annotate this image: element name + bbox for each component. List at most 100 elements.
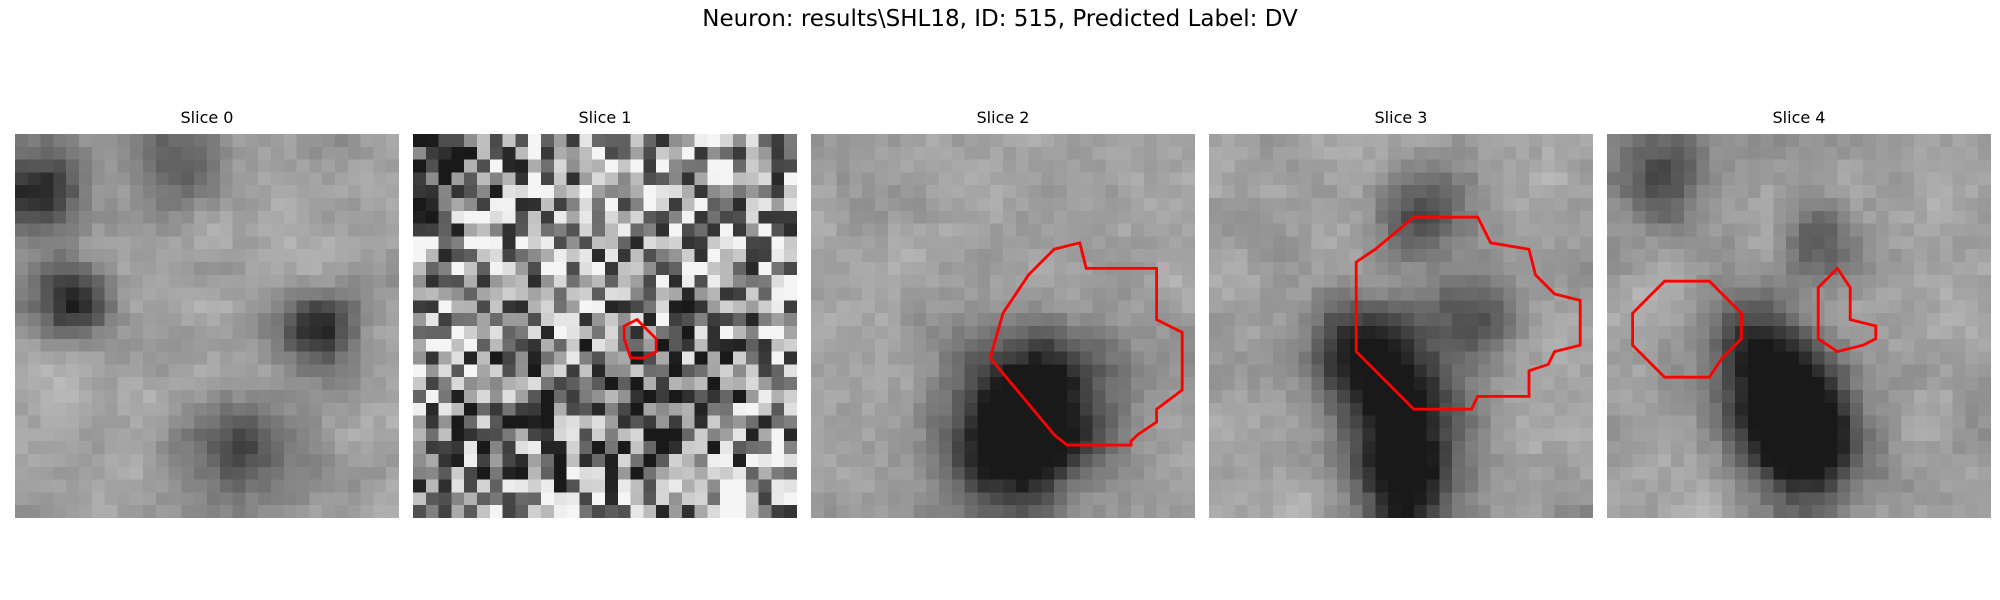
pixel xyxy=(1362,428,1376,442)
pixel xyxy=(1580,466,1593,480)
pixel xyxy=(784,300,797,314)
pixel xyxy=(296,415,310,429)
pixel xyxy=(1516,505,1530,518)
pixel xyxy=(1850,441,1864,455)
pixel xyxy=(219,466,233,480)
pixel xyxy=(1362,466,1376,480)
pixel xyxy=(1105,185,1119,199)
pixel xyxy=(1607,262,1621,276)
pixel xyxy=(939,223,953,237)
pixel xyxy=(849,300,863,314)
pixel xyxy=(605,402,619,416)
pixel xyxy=(823,479,837,493)
pixel xyxy=(1209,351,1223,365)
pixel xyxy=(875,479,889,493)
pixel xyxy=(296,262,310,276)
pixel xyxy=(1735,415,1749,429)
pixel xyxy=(1722,274,1736,288)
pixel xyxy=(1143,377,1157,391)
pixel xyxy=(1978,351,1991,365)
pixel xyxy=(1362,198,1376,212)
pixel xyxy=(1939,236,1953,250)
pixel xyxy=(1092,415,1106,429)
pixel xyxy=(707,338,721,352)
pixel xyxy=(1413,338,1427,352)
pixel xyxy=(1298,236,1312,250)
pixel xyxy=(373,338,387,352)
pixel xyxy=(1079,134,1093,148)
pixel xyxy=(1503,505,1517,518)
pixel xyxy=(1837,492,1851,506)
pixel xyxy=(1760,313,1774,327)
pixel xyxy=(1773,402,1787,416)
pixel xyxy=(1118,287,1132,301)
pixel xyxy=(1015,441,1029,455)
pixel xyxy=(1965,364,1979,378)
pixel xyxy=(477,300,491,314)
pixel xyxy=(1490,441,1504,455)
pixel xyxy=(1619,172,1633,186)
pixel xyxy=(900,198,914,212)
pixel xyxy=(1939,377,1953,391)
pixel xyxy=(1567,262,1581,276)
pixel xyxy=(977,454,991,468)
pixel xyxy=(1567,454,1581,468)
pixel xyxy=(926,223,940,237)
pixel xyxy=(1863,236,1877,250)
pixel xyxy=(694,466,708,480)
pixel xyxy=(1735,441,1749,455)
pixel xyxy=(1182,428,1195,442)
pixel xyxy=(669,287,683,301)
pixel xyxy=(951,441,965,455)
pixel xyxy=(579,415,593,429)
pixel xyxy=(1850,249,1864,263)
pixel xyxy=(592,326,606,340)
pixel xyxy=(515,172,529,186)
pixel xyxy=(1298,454,1312,468)
pixel xyxy=(1273,274,1287,288)
pixel xyxy=(117,428,131,442)
pixel xyxy=(79,249,93,263)
pixel xyxy=(1273,390,1287,404)
pixel xyxy=(553,364,567,378)
pixel xyxy=(15,210,29,224)
pixel xyxy=(1580,364,1593,378)
pixel xyxy=(1824,172,1838,186)
pixel xyxy=(1541,505,1555,518)
pixel xyxy=(528,274,542,288)
pixel xyxy=(977,313,991,327)
pixel xyxy=(1182,466,1195,480)
pixel xyxy=(643,146,657,160)
pixel xyxy=(1426,441,1440,455)
pixel xyxy=(823,441,837,455)
pixel xyxy=(1324,134,1338,148)
pixel xyxy=(360,479,374,493)
pixel xyxy=(887,223,901,237)
pixel xyxy=(53,454,67,468)
pixel xyxy=(219,134,233,148)
pixel xyxy=(720,326,734,340)
pixel xyxy=(1658,262,1672,276)
pixel xyxy=(515,492,529,506)
pixel xyxy=(1645,492,1659,506)
pixel xyxy=(1465,377,1479,391)
pixel xyxy=(1156,441,1170,455)
pixel xyxy=(309,351,323,365)
pixel xyxy=(322,223,336,237)
pixel xyxy=(181,415,195,429)
pixel xyxy=(1143,249,1157,263)
pixel xyxy=(1273,159,1287,173)
pixel xyxy=(964,454,978,468)
pixel xyxy=(977,185,991,199)
pixel xyxy=(1426,351,1440,365)
pixel xyxy=(464,326,478,340)
pixel xyxy=(296,492,310,506)
pixel xyxy=(1324,338,1338,352)
pixel xyxy=(232,313,246,327)
pixel xyxy=(1927,454,1941,468)
pixel xyxy=(887,287,901,301)
pixel xyxy=(1554,172,1568,186)
pixel xyxy=(1709,492,1723,506)
pixel xyxy=(1401,159,1415,173)
pixel xyxy=(155,223,169,237)
